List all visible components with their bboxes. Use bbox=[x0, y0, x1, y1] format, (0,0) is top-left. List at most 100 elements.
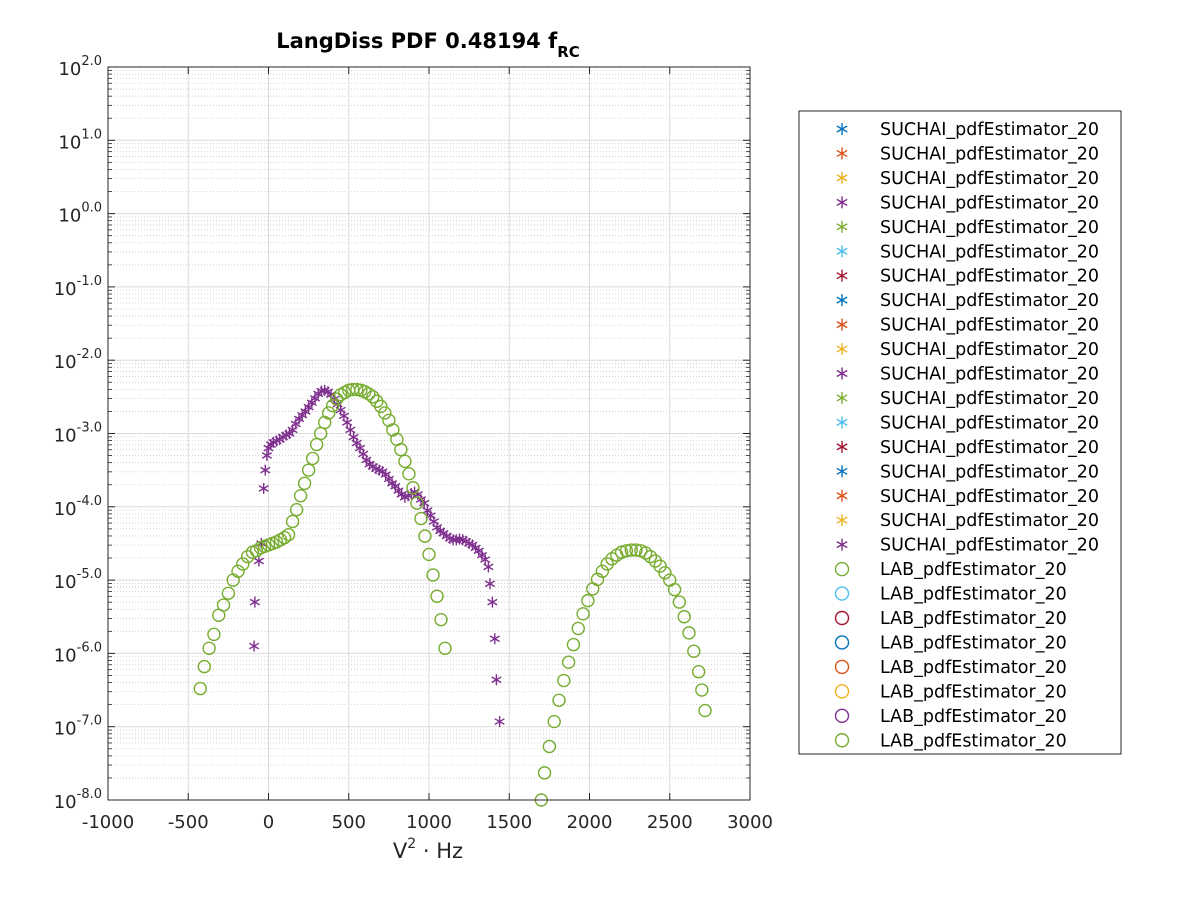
data-point-circle bbox=[547, 714, 561, 729]
data-point-circle bbox=[537, 766, 552, 780]
legend-label: LAB_pdfEstimator_20 bbox=[880, 731, 1067, 751]
data-point-circle bbox=[330, 392, 344, 406]
data-point-circle bbox=[576, 607, 590, 621]
data-point-circle bbox=[557, 673, 571, 688]
data-point-star bbox=[836, 440, 848, 453]
data-point-circle bbox=[600, 557, 614, 571]
y-tick-label: 10-3.0 bbox=[54, 421, 102, 447]
legend-label: SUCHAI_pdfEstimator_20 bbox=[880, 340, 1099, 360]
data-point-circle bbox=[281, 527, 296, 542]
data-point-circle bbox=[422, 547, 436, 562]
y-tick-label: 102.0 bbox=[58, 54, 102, 80]
data-point-star bbox=[836, 269, 848, 282]
x-tick-label: 2500 bbox=[647, 812, 693, 833]
legend-label: LAB_pdfEstimator_20 bbox=[880, 585, 1067, 605]
data-point-circle bbox=[418, 529, 432, 543]
data-point-circle bbox=[590, 572, 605, 587]
legend-label: SUCHAI_pdfEstimator_20 bbox=[880, 487, 1099, 507]
legend-label: SUCHAI_pdfEstimator_20 bbox=[880, 438, 1099, 458]
x-tick-label: -1000 bbox=[82, 812, 134, 833]
data-point-circle bbox=[561, 655, 576, 669]
data-point-circle bbox=[552, 693, 566, 708]
data-point-star bbox=[484, 578, 496, 590]
tick-marks bbox=[107, 66, 751, 801]
data-point-circle bbox=[362, 387, 376, 401]
legend-entry: LAB_pdfEstimator_20 bbox=[834, 633, 1067, 653]
data-point-star bbox=[836, 147, 848, 160]
legend-entry: SUCHAI_pdfEstimator_20 bbox=[836, 120, 1099, 140]
data-point-circle bbox=[378, 406, 392, 420]
data-point-circle bbox=[542, 739, 557, 754]
legend-label: SUCHAI_pdfEstimator_20 bbox=[880, 536, 1099, 556]
legend-label: SUCHAI_pdfEstimator_20 bbox=[880, 511, 1099, 531]
data-point-star bbox=[261, 449, 273, 461]
data-point-circle bbox=[581, 593, 595, 608]
data-point-star bbox=[836, 294, 848, 307]
x-axis-label: V2 · Hz bbox=[393, 836, 463, 863]
data-point-circle bbox=[667, 582, 682, 597]
legend-label: SUCHAI_pdfEstimator_20 bbox=[880, 193, 1099, 213]
data-point-star bbox=[836, 343, 848, 356]
data-point-circle bbox=[366, 390, 380, 404]
data-point-circle bbox=[193, 681, 207, 696]
legend-label: SUCHAI_pdfEstimator_20 bbox=[880, 120, 1099, 140]
y-tick-label: 100.0 bbox=[58, 201, 102, 227]
legend-label: SUCHAI_pdfEstimator_20 bbox=[880, 169, 1099, 189]
data-point-circle bbox=[571, 621, 585, 636]
data-point-circle bbox=[277, 530, 292, 545]
data-point-star bbox=[258, 482, 269, 494]
data-point-circle bbox=[301, 463, 316, 477]
series bbox=[534, 543, 712, 807]
legend-entry: LAB_pdfEstimator_20 bbox=[834, 585, 1067, 605]
x-tick-label: 1500 bbox=[486, 812, 532, 833]
x-tick-label: 500 bbox=[332, 812, 366, 833]
x-axis-label-base: V bbox=[393, 839, 408, 863]
legend: SUCHAI_pdfEstimator_20 SUCHAI_pdfEstimato… bbox=[798, 110, 1122, 755]
data-point-star bbox=[248, 640, 260, 652]
data-point-circle bbox=[834, 561, 850, 577]
data-point-star bbox=[836, 538, 848, 551]
legend-box bbox=[798, 110, 1122, 755]
data-point-circle bbox=[434, 612, 448, 627]
data-point-star bbox=[836, 196, 848, 209]
y-tick-label: 10-8.0 bbox=[54, 787, 102, 813]
data-point-circle bbox=[595, 564, 610, 579]
data-point-circle bbox=[629, 543, 643, 557]
legend-entry: LAB_pdfEstimator_20 bbox=[834, 560, 1067, 580]
data-point-circle bbox=[374, 399, 388, 414]
chart-title-main: LangDiss PDF 0.48194 f bbox=[276, 29, 558, 53]
data-point-circle bbox=[207, 627, 221, 642]
legend-label: LAB_pdfEstimator_20 bbox=[880, 682, 1067, 702]
data-point-circle bbox=[236, 557, 250, 571]
legend-entry: SUCHAI_pdfEstimator_20 bbox=[836, 389, 1099, 409]
data-point-circle bbox=[834, 684, 850, 699]
data-point-circle bbox=[834, 659, 850, 675]
data-point-circle bbox=[285, 514, 300, 529]
data-point-circle bbox=[293, 489, 308, 503]
data-point-circle bbox=[682, 626, 696, 640]
legend-entry: SUCHAI_pdfEstimator_20 bbox=[836, 193, 1099, 213]
data-point-circle bbox=[687, 644, 701, 658]
data-point-circle bbox=[221, 586, 236, 600]
legend-entry: SUCHAI_pdfEstimator_20 bbox=[836, 462, 1099, 482]
legend-entry: SUCHAI_pdfEstimator_20 bbox=[836, 316, 1099, 336]
data-point-circle bbox=[410, 496, 424, 510]
data-point-circle bbox=[834, 610, 850, 626]
y-tick-label: 101.0 bbox=[58, 127, 102, 153]
data-point-circle bbox=[289, 503, 304, 517]
data-point-star bbox=[836, 367, 848, 380]
legend-label: SUCHAI_pdfEstimator_20 bbox=[880, 144, 1099, 164]
data-point-circle bbox=[406, 481, 420, 495]
data-point-circle bbox=[430, 589, 444, 603]
data-point-circle bbox=[398, 454, 412, 469]
data-point-circle bbox=[566, 637, 581, 652]
data-point-circle bbox=[691, 665, 706, 679]
data-point-circle bbox=[297, 476, 312, 491]
data-point-circle bbox=[677, 610, 691, 624]
x-tick-label: 2000 bbox=[567, 812, 613, 833]
y-tick-label: 10-5.0 bbox=[54, 567, 102, 593]
data-point-circle bbox=[834, 708, 850, 723]
legend-label: SUCHAI_pdfEstimator_20 bbox=[880, 389, 1099, 409]
data-point-star bbox=[249, 596, 260, 608]
legend-label: LAB_pdfEstimator_20 bbox=[880, 658, 1067, 678]
